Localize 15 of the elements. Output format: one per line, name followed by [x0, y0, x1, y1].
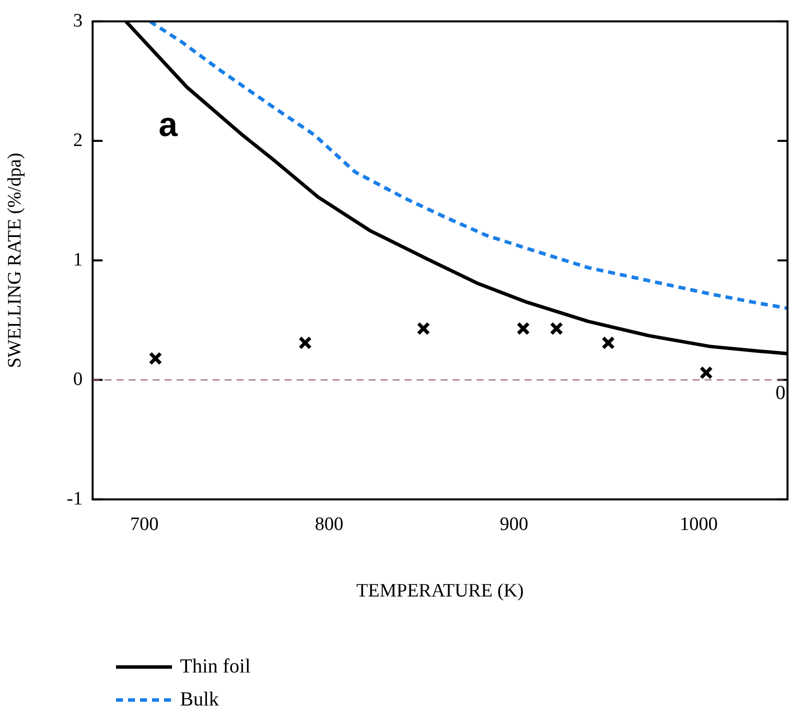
- x-tick-label: 1000: [680, 514, 718, 535]
- x-tick-label: 800: [314, 514, 344, 535]
- x-tick-label: 900: [500, 514, 528, 535]
- y-tick-label: 0: [73, 368, 83, 390]
- y-tick-label: 3: [73, 10, 83, 32]
- y-tick-label: 1: [73, 249, 83, 270]
- ref-line-label: 0: [776, 382, 786, 404]
- y-tick-label: 2: [73, 130, 83, 151]
- legend-label: Bulk: [180, 688, 219, 710]
- annotation: a: [158, 106, 179, 144]
- x-axis-title: TEMPERATURE (K): [356, 580, 524, 602]
- legend-label: Thin foil: [180, 655, 251, 678]
- y-axis-title: SWELLING RATE (%/dpa): [4, 152, 26, 368]
- y-tick-label: -1: [66, 488, 83, 510]
- x-tick-label: 700: [130, 514, 159, 535]
